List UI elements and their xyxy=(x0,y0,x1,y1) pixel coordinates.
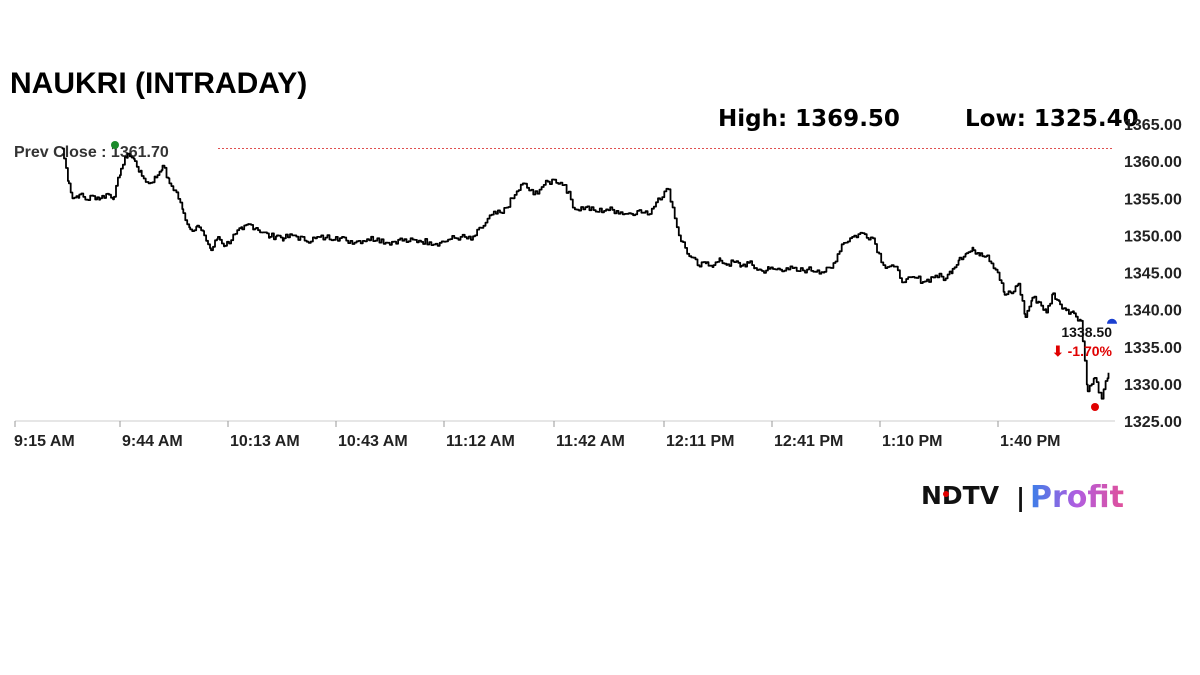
x-tick-label: 10:13 AM xyxy=(230,433,300,450)
x-tick-label: 11:42 AM xyxy=(556,433,625,450)
brand-logo: NDTV | Profit xyxy=(921,480,1124,515)
brand-profit: Profit xyxy=(1030,480,1124,515)
y-tick-label: 1365.00 xyxy=(1124,117,1182,134)
brand-separator: | xyxy=(1016,483,1025,512)
x-tick-label: 9:15 AM xyxy=(14,433,75,450)
x-tick-label: 1:10 PM xyxy=(882,433,942,450)
y-tick-label: 1325.00 xyxy=(1124,414,1182,431)
y-tick-label: 1360.00 xyxy=(1124,154,1182,171)
low-label: Low: 1325.40 xyxy=(965,106,1139,132)
last-price-marker xyxy=(1107,318,1117,324)
prev-close-label: Prev Close : 1361.70 xyxy=(14,144,169,161)
y-tick-label: 1355.00 xyxy=(1124,191,1182,208)
y-tick-label: 1345.00 xyxy=(1124,266,1182,283)
y-axis: 1325.00 1330.00 1335.00 1340.00 1345.00 1350.… xyxy=(1124,117,1182,431)
y-tick-label: 1350.00 xyxy=(1124,228,1182,245)
x-tick-label: 11:12 AM xyxy=(446,433,515,450)
last-price-label: 1338.50 xyxy=(1061,324,1112,340)
brand-dot-icon xyxy=(943,491,949,497)
high-label: High: 1369.50 xyxy=(718,106,900,132)
x-tick-label: 10:43 AM xyxy=(338,433,408,450)
y-tick-label: 1335.00 xyxy=(1124,340,1182,357)
chart-title: NAUKRI (INTRADAY) xyxy=(10,67,307,100)
change-label: ⬇ -1.70% xyxy=(1052,343,1113,359)
x-axis: 9:15 AM 9:44 AM 10:13 AM 10:43 AM 11:12 AM 11… xyxy=(14,421,1060,450)
y-tick-label: 1340.00 xyxy=(1124,303,1182,320)
x-tick-label: 1:40 PM xyxy=(1000,433,1060,450)
x-tick-label: 12:41 PM xyxy=(774,433,843,450)
low-marker xyxy=(1091,403,1099,411)
y-tick-label: 1330.00 xyxy=(1124,377,1182,394)
brand-ndtv: NDTV xyxy=(921,481,1000,510)
price-series-line xyxy=(62,147,1110,400)
x-tick-label: 9:44 AM xyxy=(122,433,183,450)
x-tick-label: 12:11 PM xyxy=(666,433,734,450)
high-marker xyxy=(111,141,119,149)
